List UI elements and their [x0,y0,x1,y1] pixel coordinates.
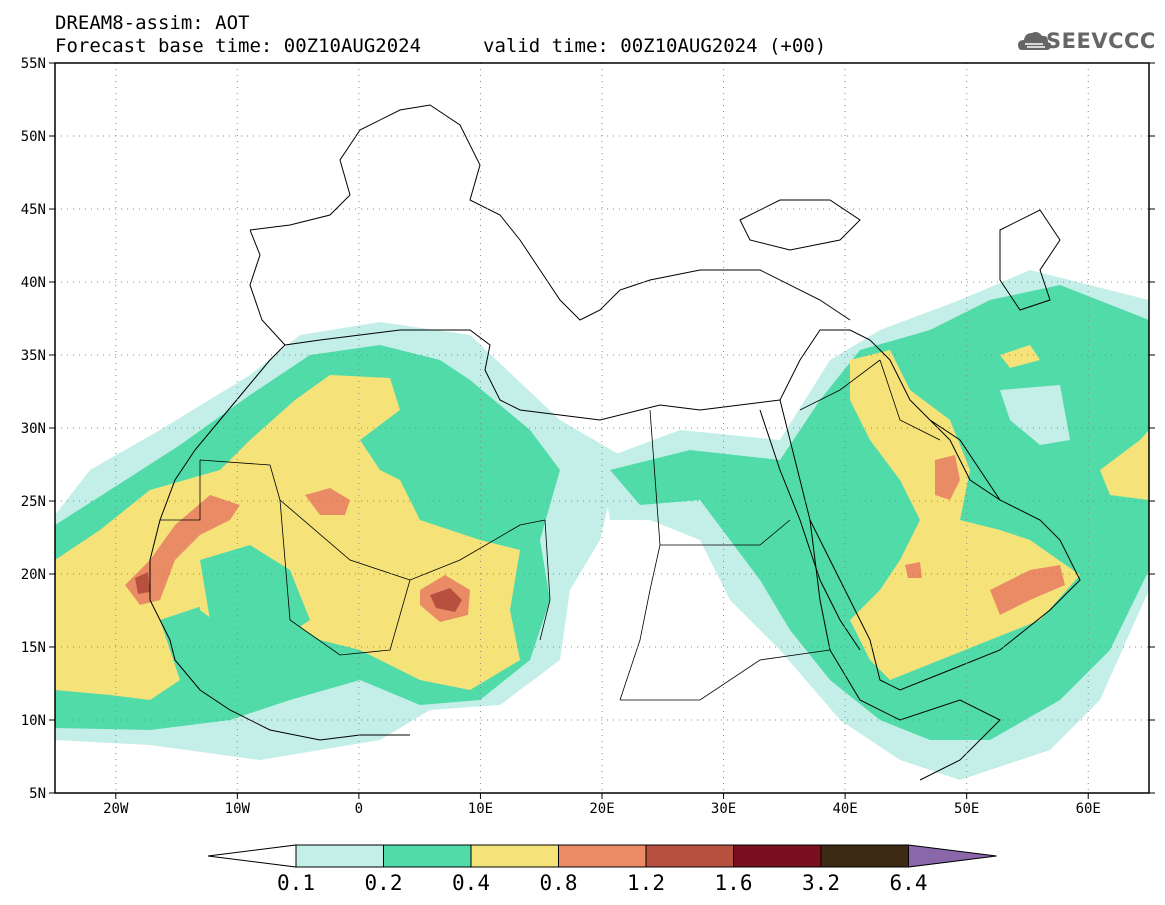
coastline-europe [249,104,851,321]
lon-tick-label: 0 [355,801,363,817]
colorbar-label: 0.2 [365,871,403,895]
coastlines [149,104,1081,781]
colorbar: 0.1 0.2 0.4 0.8 1.2 1.6 3.2 6.4 [207,844,997,895]
lat-tick-label: 45N [21,202,46,218]
lon-tick-label: 10E [468,801,493,817]
aot-0.4-region [1100,430,1149,500]
dust-plume-middle-east [600,270,1149,780]
map-axes: 20W 10W 0 10E 20E 30E 40E 50E 60E 55N 50N 45N 40N 35N… [21,56,1155,817]
lat-tick-label: 10N [21,713,46,729]
aot-0.8-region [305,488,350,515]
colorbar-arrow-low [207,844,297,868]
lat-tick-label: 50N [21,129,46,145]
colorbar-arrow-high [908,844,997,868]
colorbar-swatch [645,844,734,868]
coastline-levant-arabia [779,329,1081,691]
colorbar-label: 0.1 [277,871,315,895]
aot-0.4-region [1000,345,1040,368]
lat-tick-label: 20N [21,567,46,583]
coastline-black-sea [739,199,861,251]
cloud-icon [1018,32,1052,50]
colorbar-label: 0.8 [540,871,578,895]
coastline-north-africa [284,329,781,421]
aot-0.4-region [55,375,520,700]
map-gridlines [55,63,1149,793]
lat-tick-label: 5N [29,786,46,802]
lon-tick-label: 30E [711,801,736,817]
dust-plume-west-africa [55,322,620,760]
aot-0.1-inner [1000,385,1070,445]
lat-tick-label: 25N [21,494,46,510]
border-lines [160,359,941,701]
colorbar-label: 6.4 [890,871,928,895]
aot-0.8-region [125,495,240,605]
colorbar-label: 0.4 [452,871,490,895]
colorbar-swatch [383,844,472,868]
colorbar-label: 3.2 [802,871,840,895]
coastline-caspian [999,209,1061,311]
lat-tick-label: 55N [21,56,46,72]
lat-tick-label: 40N [21,275,46,291]
colorbar-swatch [295,844,384,868]
lon-tick-label: 40E [832,801,857,817]
aot-0.2-inner [200,545,310,650]
colorbar-swatch [558,844,647,868]
coastline-persian-gulf [929,419,1001,501]
colorbar-label: 1.2 [627,871,665,895]
lon-tick-label: 20E [589,801,614,817]
base-time: Forecast base time: 00Z10AUG2024 [55,35,422,57]
lat-tick-label: 30N [21,421,46,437]
valid-time: valid time: 00Z10AUG2024 (+00) [483,35,827,57]
colorbar-swatch [733,844,822,868]
lon-tick-label: 20W [103,801,129,817]
coastline-red-sea [759,409,861,651]
lon-tick-label: 10W [225,801,251,817]
lon-tick-label: 50E [954,801,979,817]
colorbar-swatch [820,844,909,868]
aot-0.8-region [990,565,1065,615]
colorbar-label: 1.6 [715,871,753,895]
forecast-times: Forecast base time: 00Z10AUG2024 valid ti… [55,35,826,57]
colorbar-swatch [470,844,559,868]
logo-text: SEEVCCC [1046,29,1156,53]
lat-tick-label: 35N [21,348,46,364]
lat-tick-label: 15N [21,640,46,656]
lon-tick-label: 60E [1076,801,1101,817]
coastline-horn-africa [809,519,1001,781]
aot-0.8-region [905,562,922,578]
map-title: DREAM8-assim: AOT [55,12,250,34]
aot-0.8-region [935,455,960,500]
aot-1.2-region [135,572,150,594]
aot-1.2-region [430,588,462,612]
